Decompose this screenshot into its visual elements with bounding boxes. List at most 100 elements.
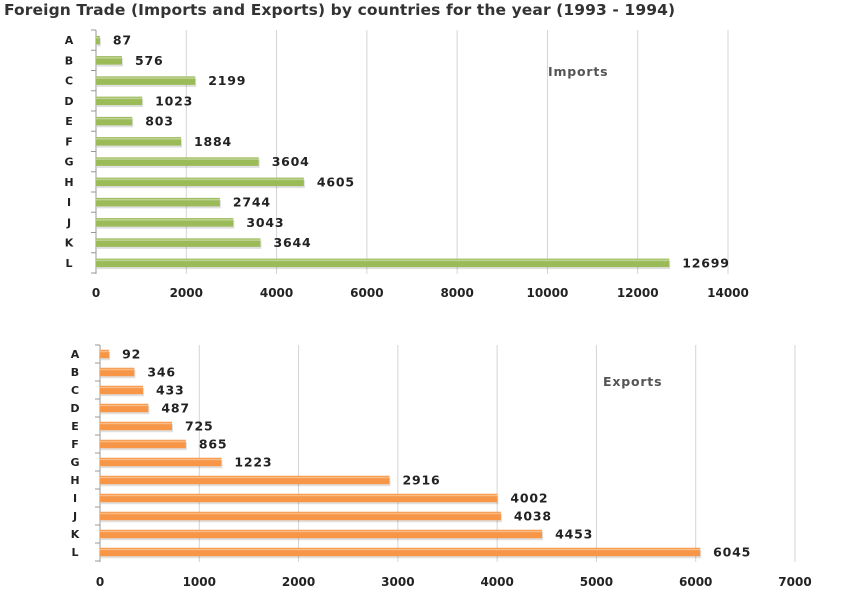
chart-2-bar [100,439,186,449]
chart-1-bar-highlight [96,219,234,221]
chart-1-data-label: 1884 [194,134,232,149]
chart-1-data-label: 3604 [272,154,310,169]
chart-1-bar-highlight [96,77,196,79]
chart-2-data-label: 865 [199,437,228,452]
chart-1-bar-highlight [96,158,259,160]
chart-2-bar [100,529,543,539]
chart-2-data-label: 433 [156,383,185,398]
chart-1-data-label: 2199 [208,73,246,88]
chart-2-data-label: 725 [185,419,214,434]
chart-2-bar-highlight [100,458,222,461]
chart-1-series-label: Imports [548,64,608,79]
chart-1-x-tick-label: 4000 [260,286,293,300]
chart-2-bar-highlight [100,404,149,407]
chart-2-category-label: H [70,474,79,487]
chart-2-bar [100,547,701,557]
chart-1-bar-highlight [96,138,182,140]
chart-2-category-label: I [73,492,77,505]
chart-1-bar [96,218,234,227]
chart-2-x-tick-label: 1000 [183,575,216,589]
chart-1-data-label: 2744 [233,195,271,210]
chart-2-bar-highlight [100,512,501,515]
chart-2-bar [100,403,149,413]
chart-2-data-label: 1223 [234,455,272,470]
chart-2-category-label: C [71,384,79,397]
chart-1-bar-highlight [96,36,100,39]
imports-chart: A 87 B 576 C 2199 D 1023 E 803 F 1884 G 3604 H 4605 I 274… [64,29,749,300]
chart-1-category-label: J [66,216,71,229]
chart-2-bar-highlight [100,422,172,425]
chart-1-category-label: A [65,34,74,47]
chart-1-bar [96,258,670,268]
chart-1-bar [96,177,304,187]
chart-2-data-label: 346 [147,365,176,380]
chart-2-bar [100,511,501,521]
chart-2-data-label: 2916 [403,473,441,488]
chart-2-data-label: 92 [122,347,141,362]
chart-1-data-label: 87 [113,33,132,48]
chart-2-data-label: 4453 [555,527,593,542]
chart-1-bar-highlight [96,259,670,262]
chart-2-category-label: E [71,420,79,433]
chart-1-category-label: B [65,54,73,67]
chart-2-x-tick-label: 6000 [679,575,712,589]
chart-1-category-label: G [64,156,73,169]
chart-2-bar [100,493,498,503]
chart-1-category-label: C [65,75,73,88]
chart-1-bar-highlight [96,239,261,241]
chart-2-category-label: K [71,528,80,541]
chart-1-bar [96,56,123,65]
chart-1-x-tick-label: 14000 [707,286,749,300]
chart-2-category-label: A [71,348,80,361]
chart-2-category-label: D [70,402,79,415]
chart-1-data-label: 576 [135,53,164,68]
chart-2-x-tick-label: 0 [96,575,104,589]
chart-1-bar [96,76,196,85]
chart-1-bar [96,116,133,126]
chart-1-data-label: 1023 [155,93,193,108]
chart-1-category-label: F [65,135,73,148]
chart-1-category-label: D [64,95,73,108]
chart-2-category-label: G [70,456,79,469]
chart-2-category-label: L [71,546,78,559]
chart-2-bar-highlight [100,350,110,353]
chart-2-data-label: 4038 [514,509,552,524]
chart-1-bar-highlight [96,178,304,181]
chart-2-bar [100,475,390,485]
chart-1-category-label: H [64,176,73,189]
chart-1-x-tick-label: 8000 [440,286,473,300]
chart-1-bar [96,238,261,247]
chart-1-data-label: 803 [145,114,174,129]
chart-2-bar [100,457,222,467]
chart-1-bar [96,137,182,146]
chart-2-bar [100,421,172,431]
chart-1-x-tick-label: 10000 [527,286,569,300]
chart-2-x-tick-label: 3000 [381,575,414,589]
chart-2-category-label: B [71,366,79,379]
chart-2-bar-highlight [100,368,135,371]
page-title: Foreign Trade (Imports and Exports) by c… [4,1,676,19]
chart-1-data-label: 3043 [246,215,284,230]
chart-2-x-tick-label: 5000 [580,575,613,589]
chart-1-bar [96,197,220,207]
chart-2-bar-highlight [100,530,543,533]
chart-2-bar [100,349,110,359]
chart-2-category-label: J [72,510,77,523]
chart-1-category-label: I [67,196,71,209]
chart-1-data-label: 12699 [682,255,730,270]
chart-1-x-tick-label: 2000 [170,286,203,300]
chart-1-bar-highlight [96,97,143,100]
chart-1-data-label: 3644 [274,235,312,250]
chart-2-data-label: 487 [161,401,190,416]
chart-1-data-label: 4605 [317,174,355,189]
chart-1-bar [96,157,259,166]
chart-1-bar [96,35,100,45]
chart-2-x-tick-label: 2000 [282,575,315,589]
chart-1-x-tick-label: 12000 [617,286,659,300]
chart-1-x-tick-label: 0 [92,286,100,300]
chart-2-data-label: 6045 [713,545,751,560]
chart-1-bar-highlight [96,117,133,120]
chart-2-bar-highlight [100,548,701,551]
chart-1-category-label: K [65,237,74,250]
chart-2-data-label: 4002 [510,491,548,506]
